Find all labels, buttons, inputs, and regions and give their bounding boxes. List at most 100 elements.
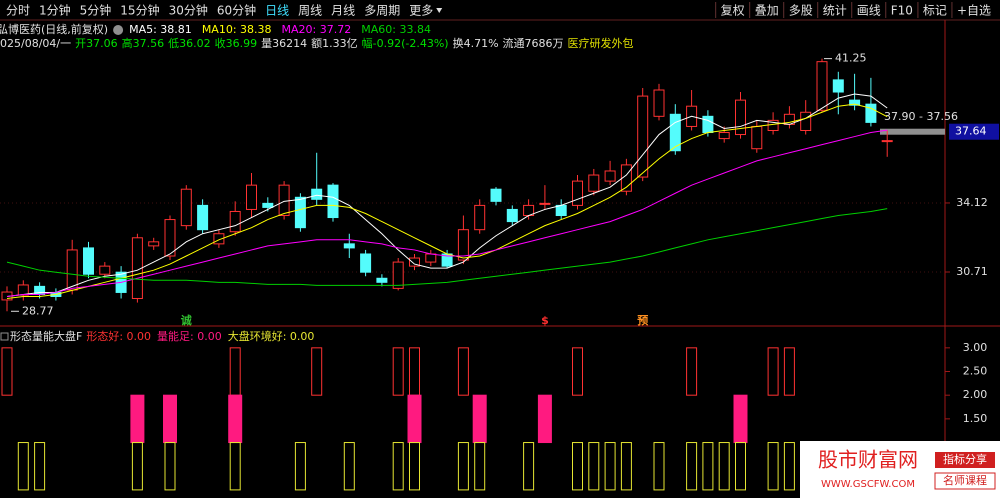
signal-bar [407,394,422,444]
signal-bar [392,442,404,491]
signal-bar [620,442,632,491]
signal-bar [294,442,306,491]
stock-name: 弘博医药(日线,前复权) [0,22,108,36]
indicator-icon [0,332,9,341]
candle-body [718,132,730,140]
candle-body [604,170,616,182]
candle-body [278,184,290,217]
candle-body [506,208,518,223]
watermark-site: 股市财富网 [818,448,918,472]
candle-body [816,61,828,111]
signal-bar [163,394,177,444]
candle-body [865,103,877,123]
quote-field: 开37.06 [75,37,118,50]
watermark: 股市财富网 WWW.GSCFW.COM 指标分享 名师课程 [800,441,1000,498]
candle-body [457,229,469,261]
period-tab[interactable]: 多周期 [364,4,400,18]
signal-bar [131,442,143,491]
candle-body [83,247,94,275]
toolbar-button[interactable]: 统计 [823,4,847,18]
quote-field: 幅-0.92(-2.43%) [362,37,449,50]
y-tick-label: 30.71 [956,265,988,278]
candle-body [360,253,372,273]
y-tick-label: 2.00 [963,388,988,401]
candle-body [180,188,192,227]
signal-bar [767,347,779,396]
period-tab[interactable]: 60分钟 [217,3,256,18]
signal-bar [1,347,13,396]
signal-bar [229,442,241,491]
signal-bar [17,442,29,491]
candle-body [669,113,681,152]
period-tab[interactable]: 月线 [331,4,355,18]
last-price-box [949,123,999,140]
y-tick-label: 3.00 [963,341,988,354]
period-tab[interactable]: 更多 [409,4,433,18]
candle-body [653,89,665,117]
candle-body [425,253,437,263]
toolbar-button[interactable]: 画线 [857,4,881,18]
indicator-legend: 量能足: 0.00 [157,329,222,343]
watermark-tag-box [934,472,996,490]
signal-bar [409,442,420,491]
quote-field: 换4.71% [453,36,499,50]
candle-body [343,243,355,249]
candle-body [262,202,274,208]
watermark-url: WWW.GSCFW.COM [821,479,915,490]
candle-body [849,99,861,106]
quote-field: 医疗研发外包 [568,36,634,50]
indicator-title: 形态量能大盘F [10,329,82,343]
candle-body [474,204,486,231]
ma-legend: MA5: 38.81 [129,23,192,36]
candle-body [751,125,763,150]
signal-bar [702,442,714,491]
candle-body [637,95,649,178]
candle-body [66,249,78,291]
period-tab[interactable]: 1分钟 [39,3,71,18]
signal-bar [457,347,469,396]
period-tab[interactable]: 周线 [298,4,322,18]
signal-bar [733,394,748,444]
quote-field: 低36.02 [168,37,211,50]
signal-marker: $ [541,314,549,327]
candle-body [555,204,567,217]
signal-bar [783,442,795,491]
period-tab[interactable]: 日线 [265,4,289,18]
toolbar-button[interactable]: 叠加 [755,4,779,18]
ma-line [6,208,888,286]
candle-body [392,261,404,289]
signal-bar [474,442,486,491]
settings-icon[interactable] [113,25,124,35]
candle-body [376,277,388,283]
signal-bar [572,442,583,491]
signal-marker: 预 [637,313,648,327]
toolbar-button[interactable]: 复权 [721,4,745,18]
watermark-tag-box [935,452,995,468]
signal-bar [537,394,552,444]
quote-field: 流通7686万 [503,36,564,50]
signal-bar [572,347,583,396]
period-tab[interactable]: 分时 [6,4,30,18]
signal-bar [472,394,487,444]
y-tick-label: 34.12 [956,196,988,209]
toolbar-button[interactable]: +自选 [957,4,991,18]
toolbar-button[interactable]: F10 [891,4,913,18]
range-label: 37.90 - 37.56 [884,110,958,123]
candle-body [490,188,502,202]
toolbar-button[interactable]: 多股 [789,4,813,18]
period-tab[interactable]: 30分钟 [169,3,208,18]
candle-body [539,202,551,205]
signal-bar [130,394,145,444]
period-tab[interactable]: 15分钟 [120,3,159,18]
signal-bar [311,347,323,396]
watermark-tag: 名师课程 [943,473,987,487]
quote-field: 额1.33亿 [311,37,358,50]
toolbar-button[interactable]: 标记 [923,4,947,18]
candle-body [246,184,257,210]
signal-bar [767,442,779,491]
last-price-line [880,128,945,135]
signal-bar [588,442,600,491]
candle-body [294,196,306,229]
period-tab[interactable]: 5分钟 [80,3,112,18]
y-tick-label: 2.50 [963,365,988,378]
